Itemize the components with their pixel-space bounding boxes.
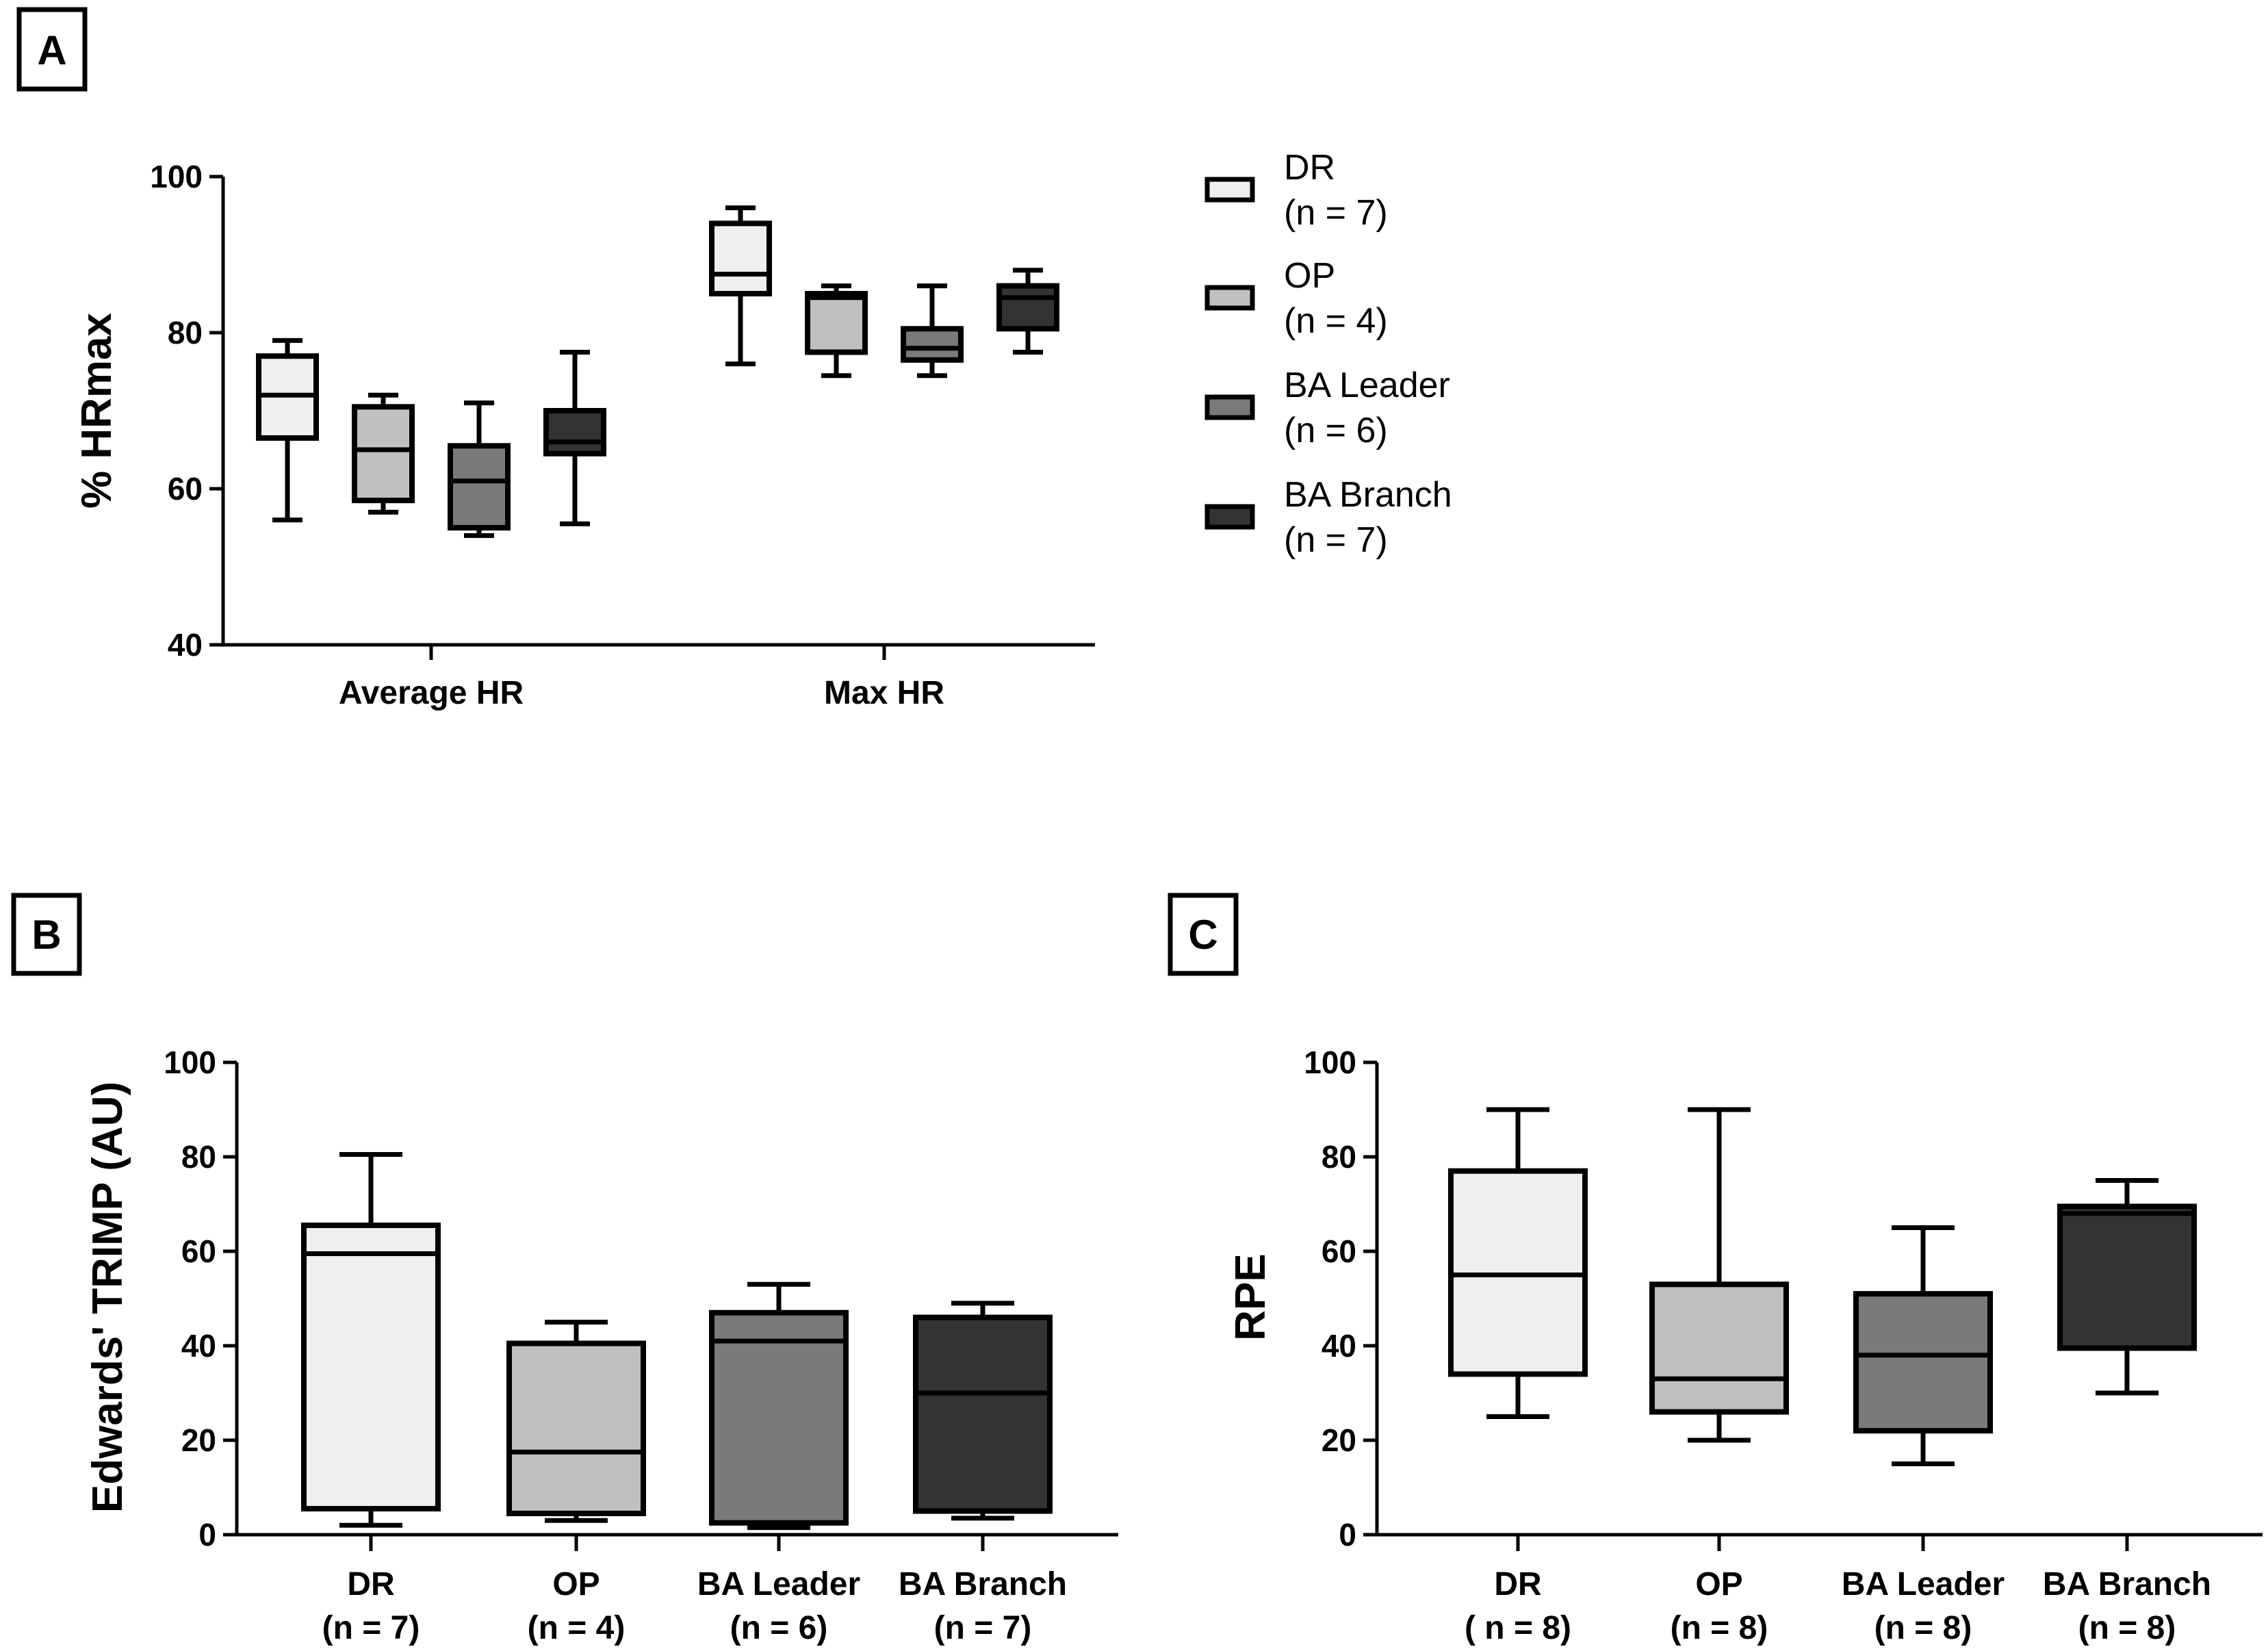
panel-c-y-tick-label: 20 <box>1322 1422 1356 1458</box>
panel-c-category-name: BA Leader <box>1842 1566 2005 1602</box>
panel-c-y-tick-label: 100 <box>1304 1045 1356 1080</box>
legend-label: DR <box>1284 148 1335 188</box>
legend-label: OP <box>1284 256 1335 296</box>
panel-a-box-ba-branch <box>543 350 606 526</box>
legend-swatch <box>1204 504 1255 530</box>
panel-b-category-n: (n = 4) <box>528 1610 626 1646</box>
box-iqr <box>1853 1291 1993 1434</box>
panel-b-category-n: (n = 7) <box>322 1610 420 1646</box>
panel-label-c: C <box>1168 893 1239 976</box>
legend-item: BA Branch (n = 7) <box>1204 475 1452 560</box>
panel-b-y-tick-label: 60 <box>181 1233 216 1269</box>
panel-c-y-tick-label: 80 <box>1322 1139 1356 1175</box>
legend-swatch <box>1204 285 1255 311</box>
panel-a-category-label: Max HR <box>824 675 944 711</box>
box-iqr <box>448 443 511 531</box>
box-iqr <box>2057 1203 2197 1351</box>
panel-a-y-tick-label: 80 <box>168 315 203 350</box>
box-iqr <box>996 283 1059 332</box>
panel-b-y-label: Edwards' TRIMP (AU) <box>84 1082 131 1513</box>
legend-item: OP (n = 4) <box>1204 256 1388 341</box>
panel-b-box-ba-leader <box>709 1281 849 1531</box>
panel-c-category-n: (n = 8) <box>2078 1610 2176 1646</box>
panel-c-box-op <box>1649 1107 1789 1443</box>
panel-b-category-name: BA Leader <box>697 1566 860 1602</box>
panel-b-y-tick-label: 20 <box>181 1422 216 1458</box>
box-iqr <box>301 1223 441 1512</box>
legend-swatch <box>1204 394 1255 420</box>
panel-b-box-dr <box>301 1152 441 1528</box>
box-iqr <box>913 1314 1053 1514</box>
panel-letter-a: A <box>37 27 66 73</box>
legend-label: BA Branch <box>1284 475 1452 515</box>
panel-label-b: B <box>11 893 82 976</box>
panel-letter-c: C <box>1188 912 1217 958</box>
panel-c-category-n: (n = 8) <box>1874 1610 1972 1646</box>
legend-label: BA Leader <box>1284 366 1450 405</box>
box-iqr <box>709 1309 849 1526</box>
panel-c-category-name: BA Branch <box>2043 1566 2211 1602</box>
legend-n: (n = 7) <box>1284 520 1388 560</box>
panel-a-box-dr <box>709 205 772 367</box>
panel-c-category-name: DR <box>1494 1566 1541 1602</box>
panel-c-box-ba-branch <box>2057 1178 2197 1396</box>
panel-a-chart: % HRmax 40 60 80 100 Average HR Max HR <box>73 159 1095 711</box>
panel-a-y-tick-label: 60 <box>168 471 203 507</box>
box-iqr <box>709 220 772 296</box>
panel-a-box-ba-branch <box>996 268 1059 355</box>
panel-c-y-tick-label: 60 <box>1322 1233 1356 1269</box>
panel-b-category-name: DR <box>347 1566 394 1602</box>
panel-b-y-tick-label: 40 <box>181 1328 216 1364</box>
panel-c-category-n: ( n = 8) <box>1465 1610 1571 1646</box>
panel-a-category-label: Average HR <box>339 675 524 711</box>
panel-a-box-op <box>805 283 868 379</box>
panel-a-y-tick-label: 40 <box>168 627 203 663</box>
panel-c-y-tick-label: 40 <box>1322 1328 1356 1364</box>
panel-c-category-name: OP <box>1695 1566 1742 1602</box>
panel-b-y-tick-label: 80 <box>181 1139 216 1175</box>
panel-b-y-tick-label: 100 <box>164 1045 216 1080</box>
panel-a-box-op <box>352 392 415 515</box>
panel-b-category-n: (n = 6) <box>730 1610 828 1646</box>
panel-a-y-label: % HRmax <box>73 312 120 509</box>
legend-n: (n = 7) <box>1284 193 1388 233</box>
box-iqr <box>506 1340 646 1516</box>
panel-b-category-n: (n = 7) <box>934 1610 1032 1646</box>
panel-b-box-op <box>506 1320 646 1523</box>
panel-c-category-n: (n = 8) <box>1671 1610 1768 1646</box>
panel-c-y-label: RPE <box>1227 1253 1274 1340</box>
box-iqr <box>901 326 964 363</box>
panel-c-chart: RPE 0 20 40 60 80 100 DR ( n = 8) OP (n = 8) BA L… <box>1227 1045 2263 1646</box>
legend-swatch <box>1204 177 1255 203</box>
legend-item: BA Leader (n = 6) <box>1204 366 1450 450</box>
box-iqr <box>352 404 415 504</box>
panel-b-category-name: OP <box>552 1566 600 1602</box>
panel-c-box-dr <box>1448 1107 1588 1419</box>
panel-a-y-tick-label: 100 <box>150 159 203 194</box>
box-iqr <box>543 408 606 457</box>
panel-b-chart: Edwards' TRIMP (AU) 0 20 40 60 80 100 DR (n = … <box>84 1045 1118 1646</box>
panel-b-y-tick-label: 0 <box>198 1517 216 1552</box>
panel-a-box-ba-leader <box>448 400 511 538</box>
panel-a-box-ba-leader <box>901 283 964 379</box>
panel-letter-b: B <box>31 912 61 958</box>
legend-n: (n = 4) <box>1284 301 1388 341</box>
legend-n: (n = 6) <box>1284 411 1388 450</box>
panel-a-box-dr <box>256 337 319 523</box>
panel-c-y-tick-label: 0 <box>1339 1517 1356 1552</box>
panel-b-category-name: BA Branch <box>899 1566 1067 1602</box>
panel-b-box-ba-branch <box>913 1301 1053 1521</box>
box-iqr <box>1649 1281 1789 1415</box>
legend: DR (n = 7) OP (n = 4) BA Leader (n = 6) BA Bra… <box>1204 148 1452 560</box>
legend-item: DR (n = 7) <box>1204 148 1388 233</box>
box-iqr <box>805 291 868 355</box>
panel-label-a: A <box>16 7 88 92</box>
panel-c-box-ba-leader <box>1853 1225 1993 1466</box>
